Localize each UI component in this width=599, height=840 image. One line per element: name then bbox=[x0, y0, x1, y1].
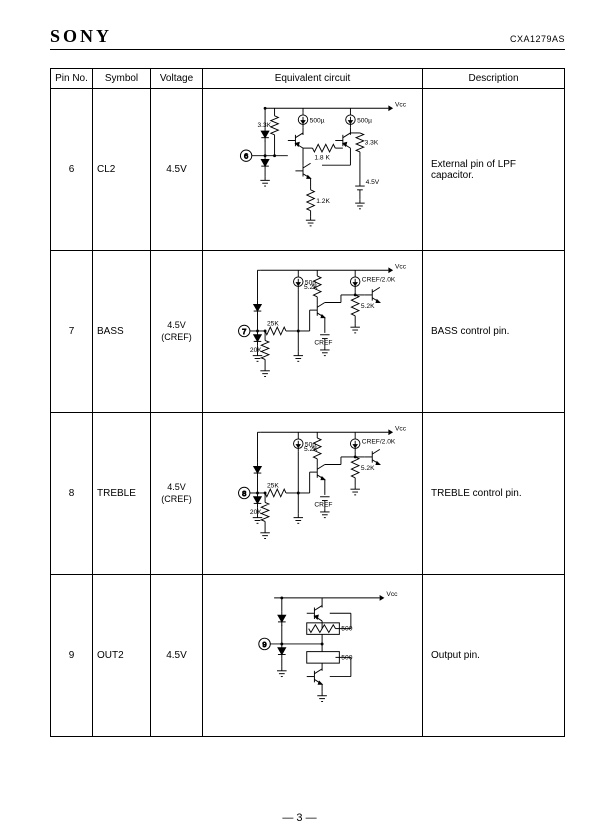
pin-table: Pin No. Symbol Voltage Equivalent circui… bbox=[50, 68, 565, 737]
voltage-value: 4.5V bbox=[166, 164, 187, 175]
brand-logo: SONY bbox=[50, 26, 112, 47]
svg-text:CREF/2.0K: CREF/2.0K bbox=[362, 277, 396, 284]
cell-voltage: 4.5V bbox=[151, 575, 203, 737]
svg-text:5.2K: 5.2K bbox=[304, 284, 318, 291]
svg-text:4.5V: 4.5V bbox=[366, 179, 380, 186]
table-header-row: Pin No. Symbol Voltage Equivalent circui… bbox=[51, 69, 565, 89]
cell-circuit: Vcc5009500 bbox=[203, 575, 423, 737]
col-pin: Pin No. bbox=[51, 69, 93, 89]
table-row: 9OUT24.5VVcc5009500Output pin. bbox=[51, 575, 565, 737]
svg-text:CREF: CREF bbox=[314, 501, 332, 508]
cell-pin: 7 bbox=[51, 251, 93, 413]
svg-text:Vcc: Vcc bbox=[386, 591, 398, 598]
svg-text:20K: 20K bbox=[250, 509, 262, 516]
page-number: — 3 — bbox=[0, 812, 599, 824]
voltage-value: 4.5V bbox=[166, 650, 187, 661]
col-eq: Equivalent circuit bbox=[203, 69, 423, 89]
svg-text:9: 9 bbox=[262, 640, 266, 649]
cell-pin: 6 bbox=[51, 89, 93, 251]
svg-text:1.2K: 1.2K bbox=[316, 198, 330, 205]
svg-text:Vcc: Vcc bbox=[395, 425, 407, 432]
svg-text:5.2K: 5.2K bbox=[361, 465, 375, 472]
svg-text:20K: 20K bbox=[250, 347, 262, 354]
svg-text:25K: 25K bbox=[267, 320, 279, 327]
svg-text:CREF/2.0K: CREF/2.0K bbox=[362, 439, 396, 446]
svg-text:5.2K: 5.2K bbox=[304, 446, 318, 453]
cell-circuit: Vcc50µ5.2KCREF/2.0K5.2KCREF725K20K bbox=[203, 251, 423, 413]
table-row: 7BASS4.5V(CREF)Vcc50µ5.2KCREF/2.0K5.2KCR… bbox=[51, 251, 565, 413]
svg-text:7: 7 bbox=[242, 327, 246, 336]
svg-text:CREF: CREF bbox=[314, 339, 332, 346]
svg-text:500µ: 500µ bbox=[357, 118, 372, 125]
voltage-note: (CREF) bbox=[161, 332, 192, 342]
cell-voltage: 4.5V bbox=[151, 89, 203, 251]
cell-symbol: BASS bbox=[93, 251, 151, 413]
cell-pin: 8 bbox=[51, 413, 93, 575]
cell-symbol: CL2 bbox=[93, 89, 151, 251]
col-desc: Description bbox=[423, 69, 565, 89]
svg-text:25K: 25K bbox=[267, 482, 279, 489]
page: SONY CXA1279AS Pin No. Symbol Voltage Eq… bbox=[0, 0, 599, 757]
svg-text:500µ: 500µ bbox=[310, 118, 325, 125]
svg-text:3.3K: 3.3K bbox=[257, 122, 271, 129]
svg-text:Vcc: Vcc bbox=[395, 263, 407, 270]
table-row: 6CL24.5VVcc500µ500µ3.3K1.8 K3.3K61.2K4.5… bbox=[51, 89, 565, 251]
cell-symbol: TREBLE bbox=[93, 413, 151, 575]
svg-text:3.3K: 3.3K bbox=[365, 139, 379, 146]
cell-pin: 9 bbox=[51, 575, 93, 737]
cell-voltage: 4.5V (CREF) bbox=[151, 413, 203, 575]
cell-circuit: Vcc50µ5.2KCREF/2.0K5.2KCREF825K20K bbox=[203, 413, 423, 575]
cell-description: Output pin. bbox=[423, 575, 565, 737]
svg-text:5.2K: 5.2K bbox=[361, 303, 375, 310]
col-volt: Voltage bbox=[151, 69, 203, 89]
cell-voltage: 4.5V (CREF) bbox=[151, 251, 203, 413]
cell-description: External pin of LPF capacitor. bbox=[423, 89, 565, 251]
cell-symbol: OUT2 bbox=[93, 575, 151, 737]
cell-description: TREBLE control pin. bbox=[423, 413, 565, 575]
voltage-value: 4.5V bbox=[167, 320, 186, 330]
cell-description: BASS control pin. bbox=[423, 251, 565, 413]
voltage-note: (CREF) bbox=[161, 494, 192, 504]
page-header: SONY CXA1279AS bbox=[50, 26, 565, 50]
svg-text:Vcc: Vcc bbox=[395, 101, 407, 108]
col-symbol: Symbol bbox=[93, 69, 151, 89]
svg-text:6: 6 bbox=[244, 152, 248, 161]
voltage-value: 4.5V bbox=[167, 482, 186, 492]
svg-text:1.8 K: 1.8 K bbox=[314, 154, 330, 161]
cell-circuit: Vcc 500µ 500µ 3.3K 1.8 K 3.3K 6 1.2K 4.5V bbox=[203, 89, 423, 251]
part-number: CXA1279AS bbox=[510, 34, 565, 44]
svg-text:8: 8 bbox=[242, 489, 246, 498]
table-row: 8TREBLE4.5V(CREF)Vcc50µ5.2KCREF/2.0K5.2K… bbox=[51, 413, 565, 575]
